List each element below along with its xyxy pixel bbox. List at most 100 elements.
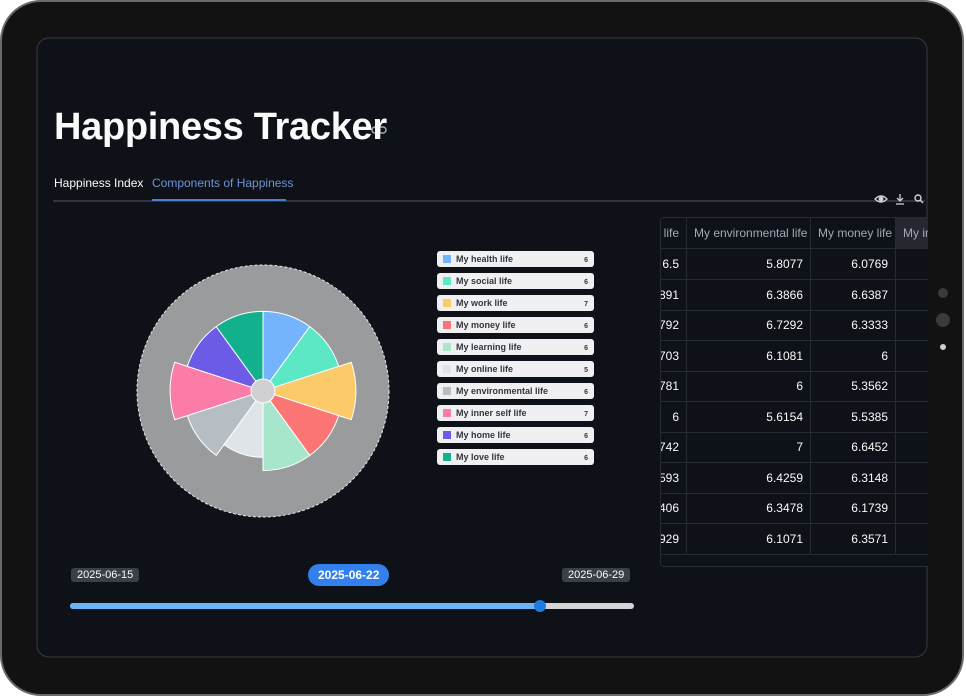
legend-item xyxy=(437,317,594,333)
legend-label: My environmental life xyxy=(456,386,548,396)
legend-value: 7 xyxy=(584,301,588,308)
table-cell: 792 xyxy=(661,310,687,341)
side-button[interactable] xyxy=(936,313,950,327)
slider-min-label: 2025-06-15 xyxy=(71,568,140,582)
wedge xyxy=(169,361,265,421)
table-cell: 6 xyxy=(811,340,896,372)
table-cell: 6.1071 xyxy=(687,523,811,555)
eye-icon[interactable] xyxy=(874,195,888,203)
legend-item xyxy=(437,273,594,289)
data-table: life My environmental life My money life My… xyxy=(660,217,928,567)
column-header: My in xyxy=(896,218,928,249)
table-cell: 6.3571 xyxy=(811,523,896,555)
legend-label: My online life xyxy=(456,364,513,374)
legend-value: 6 xyxy=(584,257,588,264)
slider-value-label: 2025-06-22 xyxy=(308,564,390,586)
table-cell: 593 xyxy=(661,462,687,494)
column-header: My money life xyxy=(811,218,896,249)
table-cell: 6 xyxy=(661,401,687,433)
table-cell: 929 xyxy=(661,523,687,555)
table-cell: 891 xyxy=(661,279,687,311)
link-icon[interactable] xyxy=(371,126,387,134)
table-cell: 6.3148 xyxy=(811,462,896,494)
table-cell: 6.5 xyxy=(661,249,687,280)
table-cell: 703 xyxy=(661,340,687,372)
empty-cell xyxy=(896,493,928,524)
legend-item xyxy=(437,251,594,267)
download-icon[interactable] xyxy=(896,194,904,205)
empty-cell xyxy=(896,371,928,402)
legend-item xyxy=(437,449,594,465)
legend-item xyxy=(437,295,594,311)
tab[interactable]: Happiness Index xyxy=(54,176,144,190)
table-cell: 6.3866 xyxy=(687,279,811,311)
table-cell: 6.3333 xyxy=(811,310,896,341)
empty-cell xyxy=(896,310,928,341)
side-button[interactable] xyxy=(940,344,946,350)
legend-item xyxy=(437,383,594,399)
legend-value: 6 xyxy=(584,455,588,462)
legend-label: My inner self life xyxy=(456,408,527,418)
empty-cell xyxy=(896,432,928,463)
legend-label: My money life xyxy=(456,320,516,330)
legend-label: My learning life xyxy=(456,342,522,352)
legend-swatch xyxy=(443,387,451,395)
legend-value: 7 xyxy=(584,411,588,418)
table-cell: 7 xyxy=(687,432,811,463)
table-cell: 5.6154 xyxy=(687,401,811,433)
wedge xyxy=(261,361,357,421)
legend-swatch xyxy=(443,343,451,351)
table-cell: 5.3562 xyxy=(811,371,896,402)
legend-label: My work life xyxy=(456,298,508,308)
legend-swatch xyxy=(443,453,451,461)
legend-value: 6 xyxy=(584,323,588,330)
side-button[interactable] xyxy=(938,288,948,298)
legend-item xyxy=(437,427,594,443)
empty-cell xyxy=(896,249,928,280)
legend-label: My social life xyxy=(456,276,512,286)
legend-item xyxy=(437,361,594,377)
table-cell: 6.6452 xyxy=(811,432,896,463)
table-cell: 5.5385 xyxy=(811,401,896,433)
legend-label: My home life xyxy=(456,430,511,440)
polar-chart xyxy=(136,264,390,518)
legend-swatch xyxy=(443,431,451,439)
slider-max-label: 2025-06-29 xyxy=(562,568,631,582)
legend-value: 6 xyxy=(584,279,588,286)
slider-knob[interactable] xyxy=(534,600,546,612)
wedge xyxy=(215,310,264,393)
legend-value: 5 xyxy=(584,367,588,374)
empty-cell xyxy=(896,402,928,433)
legend-swatch xyxy=(443,299,451,307)
table-cell: 6.0769 xyxy=(811,249,896,280)
column-header: My environmental life xyxy=(687,218,811,249)
legend-label: My love life xyxy=(456,452,505,462)
legend-value: 6 xyxy=(584,345,588,352)
column-header: life xyxy=(661,218,687,249)
legend-value: 6 xyxy=(584,389,588,396)
table-cell: 6.7292 xyxy=(687,310,811,341)
legend: My health life 6 My social life 6 My work li… xyxy=(437,251,594,465)
table-cell: 6.6387 xyxy=(811,279,896,311)
legend-item xyxy=(437,339,594,355)
legend-item xyxy=(437,405,594,421)
legend-swatch xyxy=(443,321,451,329)
table-cell: 742 xyxy=(661,432,687,463)
page-title: Happiness Tracker xyxy=(54,106,387,148)
table-cell: 6 xyxy=(687,371,811,402)
table-cell: 6.3478 xyxy=(687,493,811,524)
legend-swatch xyxy=(443,277,451,285)
table-cell: 6.1739 xyxy=(811,493,896,524)
empty-cell xyxy=(896,341,928,372)
table-cell: 6.4259 xyxy=(687,462,811,494)
legend-value: 6 xyxy=(584,433,588,440)
legend-swatch xyxy=(443,255,451,263)
tab[interactable]: Components of Happiness xyxy=(152,176,294,190)
table-cell: 6.1081 xyxy=(687,340,811,372)
table-cell: 781 xyxy=(661,371,687,402)
empty-cell xyxy=(896,280,928,311)
search-icon[interactable] xyxy=(914,194,924,204)
empty-cell xyxy=(896,463,928,494)
table-cell: 406 xyxy=(661,493,687,524)
